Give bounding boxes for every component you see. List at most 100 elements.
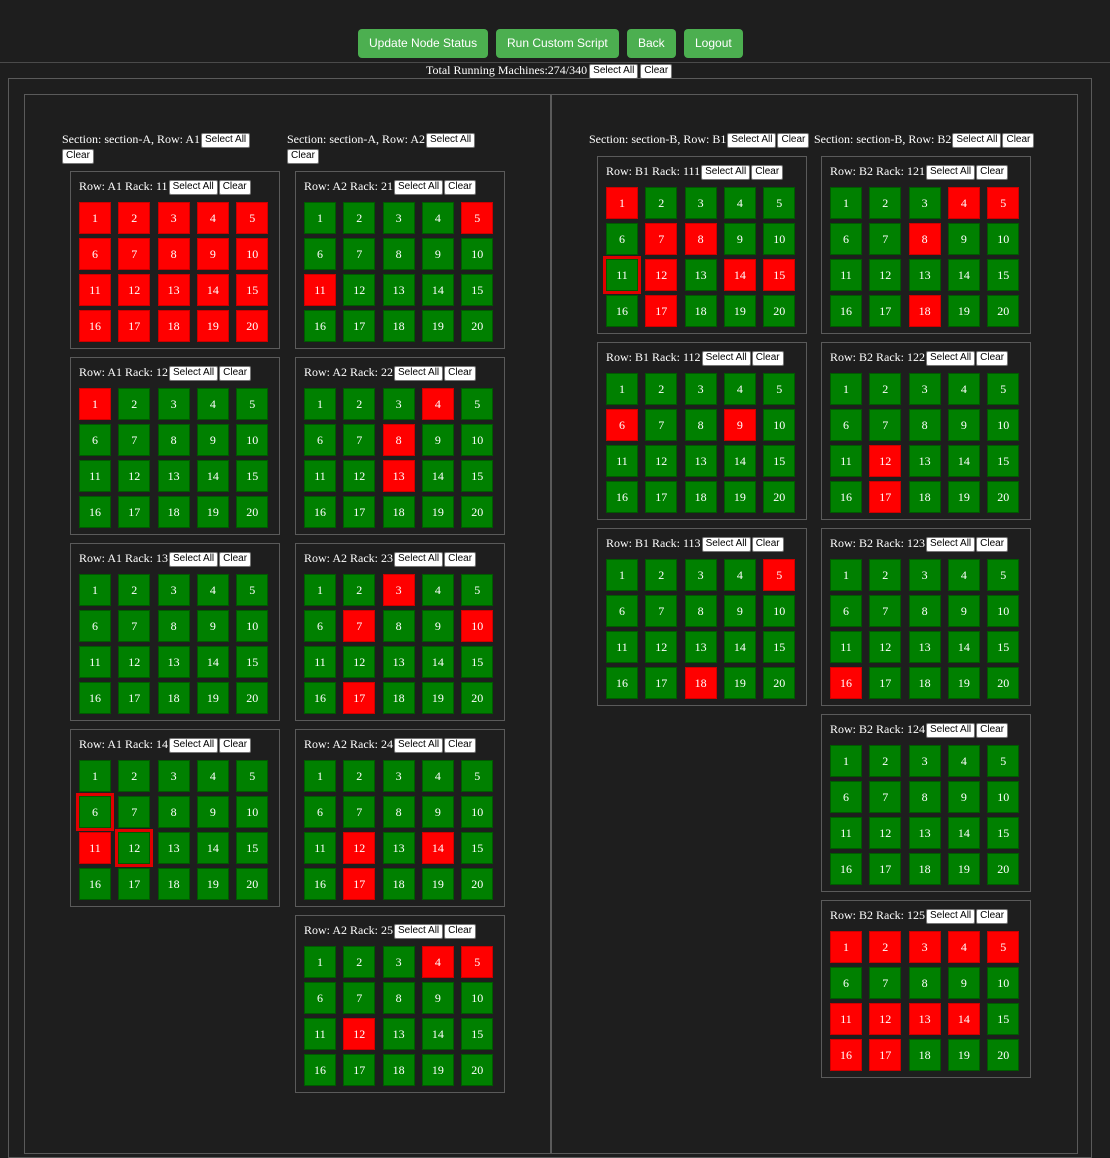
machine-node-8[interactable]: 8 xyxy=(684,223,717,255)
machine-node-20[interactable]: 20 xyxy=(987,667,1020,699)
machine-node-10[interactable]: 10 xyxy=(461,424,494,456)
machine-node-10[interactable]: 10 xyxy=(987,781,1020,813)
machine-node-11[interactable]: 11 xyxy=(79,460,111,492)
machine-node-13[interactable]: 13 xyxy=(382,1018,415,1050)
machine-node-10[interactable]: 10 xyxy=(461,610,494,642)
machine-node-9[interactable]: 9 xyxy=(421,610,454,642)
machine-node-19[interactable]: 19 xyxy=(421,1054,454,1086)
machine-node-17[interactable]: 17 xyxy=(118,496,151,528)
machine-node-1[interactable]: 1 xyxy=(606,373,638,405)
machine-node-5[interactable]: 5 xyxy=(763,187,796,219)
machine-node-12[interactable]: 12 xyxy=(645,445,678,477)
machine-node-8[interactable]: 8 xyxy=(908,781,941,813)
machine-node-19[interactable]: 19 xyxy=(723,295,756,327)
machine-node-1[interactable]: 1 xyxy=(304,946,336,978)
machine-node-8[interactable]: 8 xyxy=(684,595,717,627)
machine-node-5[interactable]: 5 xyxy=(461,946,494,978)
machine-node-14[interactable]: 14 xyxy=(723,445,756,477)
machine-node-4[interactable]: 4 xyxy=(947,745,980,777)
machine-node-5[interactable]: 5 xyxy=(236,760,269,792)
machine-node-10[interactable]: 10 xyxy=(987,595,1020,627)
rack-clear-button[interactable]: Clear xyxy=(751,536,784,552)
machine-node-3[interactable]: 3 xyxy=(157,202,190,234)
rack-clear-button[interactable]: Clear xyxy=(976,536,1009,552)
machine-node-18[interactable]: 18 xyxy=(684,481,717,513)
machine-node-3[interactable]: 3 xyxy=(382,574,415,606)
machine-node-11[interactable]: 11 xyxy=(830,817,862,849)
machine-node-14[interactable]: 14 xyxy=(947,817,980,849)
machine-node-15[interactable]: 15 xyxy=(236,832,269,864)
machine-node-4[interactable]: 4 xyxy=(196,760,229,792)
machine-node-12[interactable]: 12 xyxy=(869,259,902,291)
row-clear-button[interactable]: Clear xyxy=(777,132,810,148)
rack-clear-button[interactable]: Clear xyxy=(444,365,477,381)
rack-clear-button[interactable]: Clear xyxy=(444,923,477,939)
machine-node-17[interactable]: 17 xyxy=(869,295,902,327)
machine-node-9[interactable]: 9 xyxy=(196,424,229,456)
machine-node-5[interactable]: 5 xyxy=(987,931,1020,963)
row-clear-button[interactable]: Clear xyxy=(287,148,319,164)
machine-node-4[interactable]: 4 xyxy=(947,931,980,963)
machine-node-13[interactable]: 13 xyxy=(908,445,941,477)
machine-node-3[interactable]: 3 xyxy=(684,187,717,219)
machine-node-12[interactable]: 12 xyxy=(343,1018,376,1050)
machine-node-17[interactable]: 17 xyxy=(869,853,902,885)
machine-node-20[interactable]: 20 xyxy=(763,667,796,699)
machine-node-15[interactable]: 15 xyxy=(987,445,1020,477)
machine-node-12[interactable]: 12 xyxy=(118,646,151,678)
machine-node-20[interactable]: 20 xyxy=(236,682,269,714)
machine-node-12[interactable]: 12 xyxy=(869,817,902,849)
machine-node-3[interactable]: 3 xyxy=(908,373,941,405)
machine-node-20[interactable]: 20 xyxy=(461,496,494,528)
rack-clear-button[interactable]: Clear xyxy=(444,179,477,195)
machine-node-9[interactable]: 9 xyxy=(421,238,454,270)
machine-node-4[interactable]: 4 xyxy=(947,187,980,219)
machine-node-12[interactable]: 12 xyxy=(118,460,151,492)
machine-node-16[interactable]: 16 xyxy=(79,496,111,528)
machine-node-15[interactable]: 15 xyxy=(236,274,269,306)
rack-clear-button[interactable]: Clear xyxy=(444,737,477,753)
machine-node-2[interactable]: 2 xyxy=(343,388,376,420)
machine-node-19[interactable]: 19 xyxy=(723,481,756,513)
machine-node-20[interactable]: 20 xyxy=(763,295,796,327)
machine-node-5[interactable]: 5 xyxy=(763,373,796,405)
rack-clear-button[interactable]: Clear xyxy=(976,164,1009,180)
machine-node-1[interactable]: 1 xyxy=(79,388,111,420)
machine-node-2[interactable]: 2 xyxy=(118,574,151,606)
machine-node-3[interactable]: 3 xyxy=(684,373,717,405)
rack-select-all-button[interactable]: Select All xyxy=(394,551,444,567)
machine-node-11[interactable]: 11 xyxy=(79,832,111,864)
machine-node-16[interactable]: 16 xyxy=(830,1039,862,1071)
machine-node-7[interactable]: 7 xyxy=(645,223,678,255)
machine-node-16[interactable]: 16 xyxy=(79,868,111,900)
machine-node-16[interactable]: 16 xyxy=(79,682,111,714)
machine-node-13[interactable]: 13 xyxy=(382,274,415,306)
machine-node-14[interactable]: 14 xyxy=(723,631,756,663)
machine-node-13[interactable]: 13 xyxy=(157,460,190,492)
rack-select-all-button[interactable]: Select All xyxy=(394,923,444,939)
machine-node-16[interactable]: 16 xyxy=(830,295,862,327)
machine-node-6[interactable]: 6 xyxy=(304,610,336,642)
machine-node-6[interactable]: 6 xyxy=(830,409,862,441)
machine-node-5[interactable]: 5 xyxy=(461,202,494,234)
machine-node-15[interactable]: 15 xyxy=(236,646,269,678)
machine-node-17[interactable]: 17 xyxy=(118,682,151,714)
machine-node-6[interactable]: 6 xyxy=(606,595,638,627)
machine-node-3[interactable]: 3 xyxy=(908,559,941,591)
machine-node-10[interactable]: 10 xyxy=(236,610,269,642)
machine-node-9[interactable]: 9 xyxy=(421,424,454,456)
machine-node-11[interactable]: 11 xyxy=(304,646,336,678)
machine-node-12[interactable]: 12 xyxy=(645,631,678,663)
machine-node-13[interactable]: 13 xyxy=(684,259,717,291)
machine-node-15[interactable]: 15 xyxy=(987,1003,1020,1035)
machine-node-11[interactable]: 11 xyxy=(304,460,336,492)
machine-node-14[interactable]: 14 xyxy=(723,259,756,291)
machine-node-8[interactable]: 8 xyxy=(382,610,415,642)
machine-node-3[interactable]: 3 xyxy=(157,760,190,792)
machine-node-13[interactable]: 13 xyxy=(382,460,415,492)
machine-node-13[interactable]: 13 xyxy=(382,832,415,864)
machine-node-20[interactable]: 20 xyxy=(987,295,1020,327)
machine-node-3[interactable]: 3 xyxy=(684,559,717,591)
machine-node-16[interactable]: 16 xyxy=(304,310,336,342)
rack-select-all-button[interactable]: Select All xyxy=(394,737,444,753)
